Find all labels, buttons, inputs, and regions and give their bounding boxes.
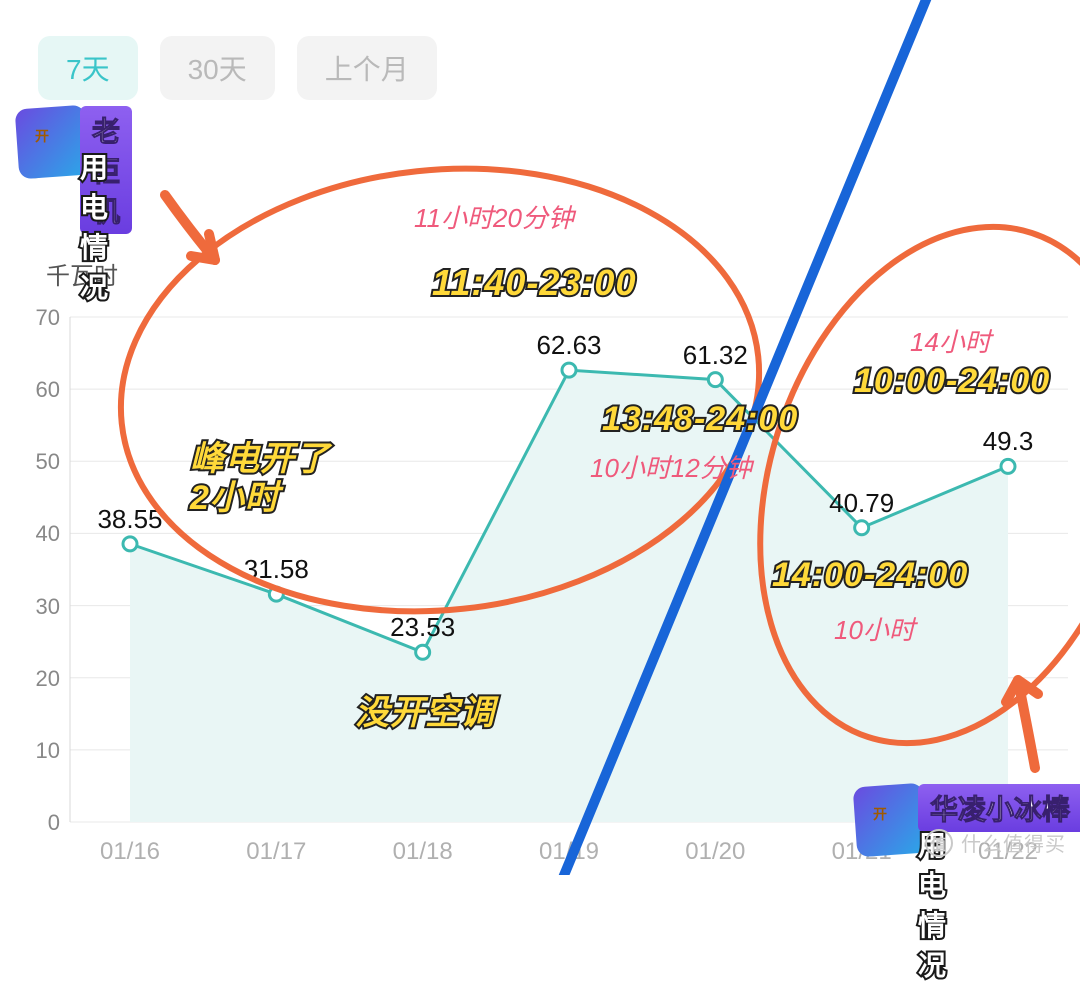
anno-range-4: 10:00-24:00: [854, 362, 1050, 401]
x-tick: 01/17: [236, 838, 316, 866]
y-tick: 20: [16, 666, 60, 692]
x-tick: 01/18: [383, 838, 463, 866]
value-label: 40.79: [812, 488, 912, 519]
badge-old-sub: 用电情况: [80, 146, 108, 306]
anno-duration-4: 14小时: [910, 322, 991, 359]
anno-duration-2: 10小时12分钟: [590, 448, 752, 485]
y-tick: 50: [16, 449, 60, 475]
value-label: 31.58: [226, 554, 326, 585]
value-label: 38.55: [80, 504, 180, 535]
power-usage-chart: [0, 0, 1080, 875]
watermark-text: 什么值得买: [961, 828, 1066, 857]
value-label: 62.63: [519, 330, 619, 361]
y-tick: 40: [16, 521, 60, 547]
y-tick: 70: [16, 305, 60, 331]
x-tick: 01/16: [90, 838, 170, 866]
y-tick: 10: [16, 738, 60, 764]
y-tick: 0: [16, 810, 60, 836]
watermark: 值 什么值得买: [925, 828, 1066, 857]
value-label: 23.53: [373, 612, 473, 643]
value-label: 61.32: [665, 340, 765, 371]
anno-duration-3: 10小时: [834, 610, 915, 647]
value-label: 49.3: [958, 426, 1058, 457]
x-tick: 01/19: [529, 838, 609, 866]
x-tick: 01/20: [675, 838, 755, 866]
y-tick: 30: [16, 594, 60, 620]
thumbs-up-icon: 值: [925, 829, 953, 857]
y-tick: 60: [16, 377, 60, 403]
anno-duration-1: 11小时20分钟: [414, 198, 574, 235]
anno-range-1: 11:40-23:00: [432, 262, 636, 304]
anno-peak-two-hours: 峰电开了2小时: [190, 440, 330, 518]
anno-no-ac: 没开空调: [355, 685, 495, 734]
anno-range-3: 14:00-24:00: [772, 556, 968, 595]
anno-range-2: 13:48-24:00: [602, 400, 798, 439]
